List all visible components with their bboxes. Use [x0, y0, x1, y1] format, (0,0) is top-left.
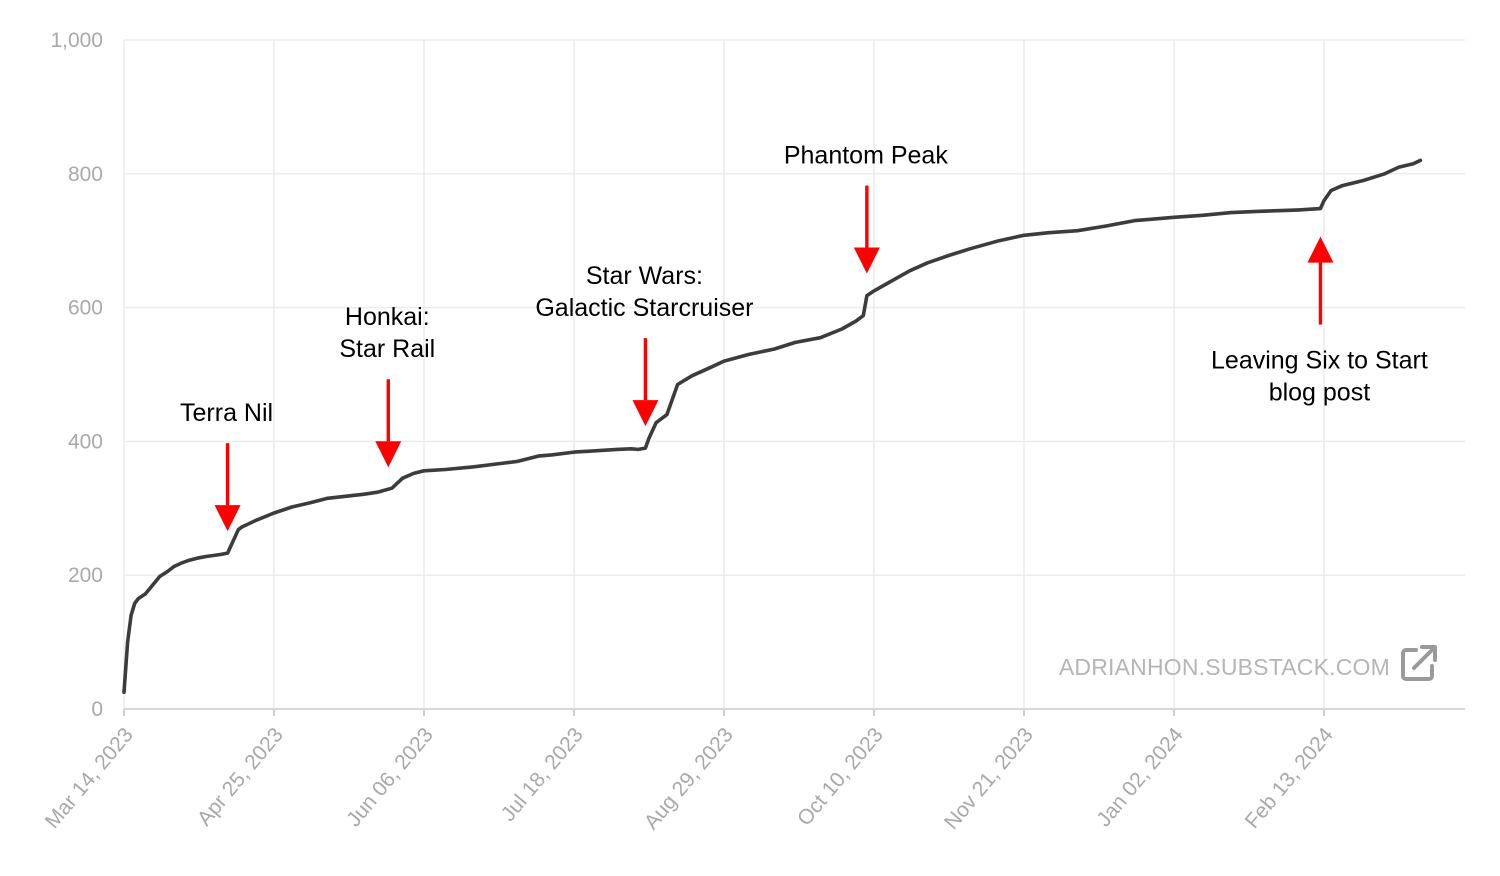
y-tick-label: 0: [91, 698, 103, 721]
x-tick-label: Oct 10, 2023: [793, 723, 888, 830]
x-tick-label: Feb 13, 2024: [1241, 723, 1338, 833]
annotation-label: Phantom Peak: [784, 142, 948, 170]
x-tick-label: Aug 29, 2023: [640, 723, 738, 834]
annotation-label: blog post: [1269, 379, 1371, 407]
y-tick-label: 1,000: [50, 29, 103, 52]
y-tick-label: 800: [68, 163, 103, 186]
annotation: Phantom Peak: [784, 142, 948, 274]
annotations: Terra Nil Honkai: Star Rail Star Wars: Galac…: [180, 142, 1428, 532]
x-tick-label: Jan 02, 2024: [1092, 723, 1188, 831]
y-tick-label: 600: [68, 297, 103, 320]
annotation-label: Star Rail: [339, 335, 435, 363]
annotation: Leaving Six to Start blog post: [1211, 236, 1428, 407]
watermark[interactable]: ADRIANHON.SUBSTACK.COM: [1059, 645, 1437, 681]
x-tick-label: Jun 06, 2023: [342, 723, 438, 831]
annotation-label: Honkai:: [345, 303, 430, 331]
x-tick-label: Apr 25, 2023: [193, 723, 288, 830]
series-line: [122, 158, 1423, 695]
annotation-arrow-head: [853, 247, 880, 274]
watermark-text[interactable]: ADRIANHON.SUBSTACK.COM: [1059, 654, 1390, 680]
x-tick-label: Mar 14, 2023: [41, 723, 138, 833]
annotation-label: Leaving Six to Start: [1211, 347, 1428, 375]
annotation: Honkai: Star Rail: [339, 303, 435, 468]
annotation-label: Terra Nil: [180, 399, 273, 427]
annotation-label: Star Wars:: [586, 262, 703, 290]
annotation: Terra Nil: [180, 399, 273, 532]
annotation-arrow-head: [375, 441, 402, 468]
annotation-arrow-head: [214, 505, 241, 532]
grid-lines: [123, 39, 1465, 716]
y-axis-tick-labels: 0 200 400 600 800 1,000: [50, 29, 103, 721]
x-tick-label: Jul 18, 2023: [497, 723, 588, 825]
annotation-arrow-head: [632, 400, 659, 427]
x-axis-tick-labels: Mar 14, 2023 Apr 25, 2023 Jun 06, 2023 Jul …: [41, 723, 1338, 834]
annotation: Star Wars: Galactic Starcruiser: [535, 262, 753, 427]
annotation-arrow-head: [1307, 236, 1334, 263]
x-tick-label: Nov 21, 2023: [940, 723, 1038, 833]
external-link-icon[interactable]: [1401, 645, 1437, 681]
y-tick-label: 200: [68, 564, 103, 587]
y-tick-label: 400: [68, 430, 103, 453]
annotation-label: Galactic Starcruiser: [535, 294, 753, 322]
